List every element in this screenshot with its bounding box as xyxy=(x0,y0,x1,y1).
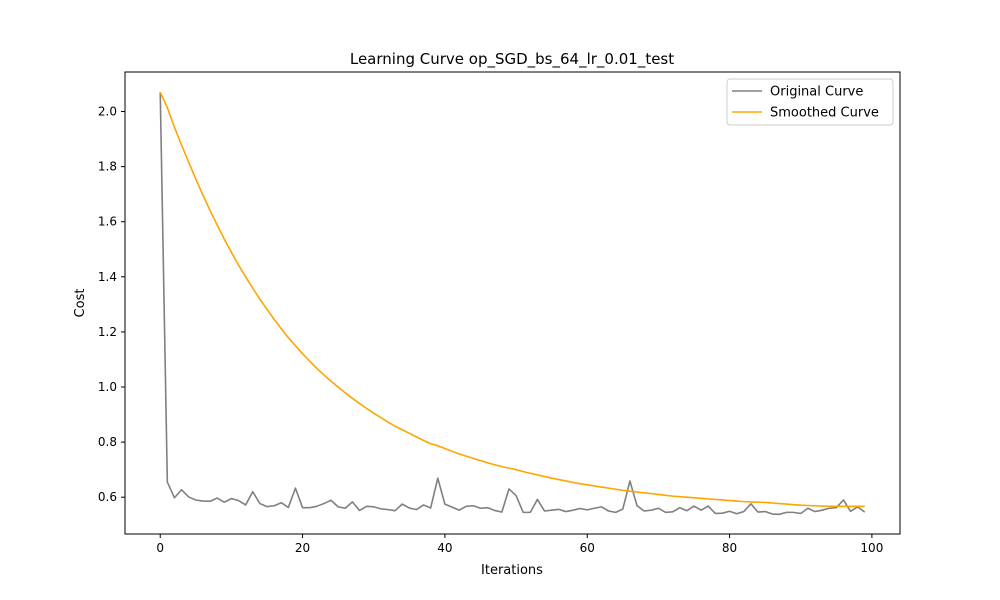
y-tick-label: 1.2 xyxy=(98,325,117,339)
series-line-1 xyxy=(159,91,865,508)
y-axis-label: Cost xyxy=(73,289,88,318)
y-tick-label: 0.8 xyxy=(98,435,117,449)
x-tick-label: 60 xyxy=(580,541,595,555)
chart-title: Learning Curve op_SGD_bs_64_lr_0.01_test xyxy=(350,50,674,69)
legend: Original Curve Smoothed Curve xyxy=(726,78,894,126)
y-tick-label: 1.8 xyxy=(98,160,117,174)
y-tick-label: 1.4 xyxy=(98,270,117,284)
x-tick-label: 40 xyxy=(437,541,452,555)
legend-box xyxy=(726,78,894,126)
x-tick-label: 100 xyxy=(860,541,883,555)
y-tick-label: 1.6 xyxy=(98,215,117,229)
x-tick-label: 20 xyxy=(295,541,310,555)
x-tick-label: 0 xyxy=(156,541,164,555)
x-axis: 0 20 40 60 80 100 xyxy=(156,534,883,555)
x-tick-label: 80 xyxy=(722,541,737,555)
legend-label-1: Smoothed Curve xyxy=(770,106,879,121)
y-tick-label: 0.6 xyxy=(98,490,117,504)
y-tick-label: 1.0 xyxy=(98,380,117,394)
axes-frame xyxy=(124,71,901,535)
plot-area xyxy=(159,91,866,516)
series-line-0 xyxy=(159,92,866,516)
y-axis: 0.6 0.8 1.0 1.2 1.4 1.6 1.8 2.0 xyxy=(98,105,125,504)
y-tick-label: 2.0 xyxy=(98,105,117,119)
x-axis-label: Iterations xyxy=(481,563,543,578)
legend-label-0: Original Curve xyxy=(770,85,863,100)
